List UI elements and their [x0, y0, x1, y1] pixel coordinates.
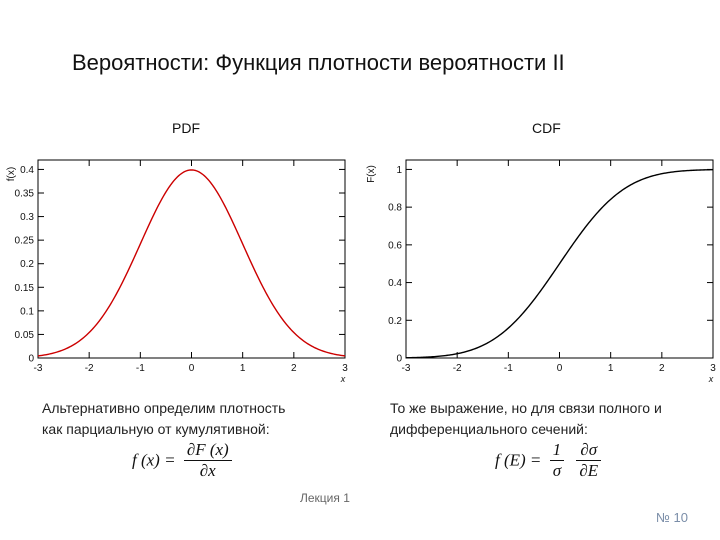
y-tick-label: 0.35 [15, 189, 35, 200]
cdf-chart: -3 -2 -1 0 1 2 3 0 0.2 0.4 0.6 0.8 1 x F(x) [366, 159, 716, 384]
x-tick-label: 0 [557, 363, 563, 374]
pdf-heading: PDF [172, 120, 200, 136]
y-tick-label: 0.15 [15, 283, 35, 294]
x-tick-label: -1 [136, 363, 145, 374]
y-tick-label: 0 [396, 354, 402, 365]
x-tick-label: 3 [342, 363, 348, 374]
y-tick-label: 0 [28, 354, 34, 365]
plot-frame [405, 159, 714, 359]
x-tick-label: 2 [291, 363, 297, 374]
x-tick-label: -3 [402, 363, 411, 374]
y-tick-label: 0.25 [15, 236, 35, 247]
y-tick-label: 0.4 [20, 165, 34, 176]
formula-denominator: σ [552, 461, 562, 480]
y-tick-label: 0.05 [15, 330, 35, 341]
pdf-description-line: как парциальную от кумулятивной: [42, 421, 270, 437]
formula-numerator: ∂σ [576, 440, 602, 461]
x-tick-label: -1 [504, 363, 513, 374]
y-tick-label: 0.4 [388, 278, 402, 289]
slide-title: Вероятности: Функция плотности вероятнос… [72, 50, 565, 75]
series-line [405, 168, 714, 359]
cdf-description: То же выражение, но для связи полного и … [390, 398, 662, 440]
y-tick-label: 0.2 [388, 316, 402, 327]
cdf-heading: CDF [532, 120, 561, 136]
y-tick-label: 0.6 [388, 240, 402, 251]
x-tick-label: 1 [240, 363, 246, 374]
formula-fraction: 1 σ [549, 440, 565, 481]
pdf-chart: -3 -2 -1 0 1 2 3 0 0.05 0.1 0.15 0.2 0.25 0.3 0.35 0.4 x… [6, 159, 348, 384]
x-tick-label: 3 [710, 363, 716, 374]
plot-frame [37, 159, 346, 359]
pdf-description-line: Альтернативно определим плотность [42, 400, 286, 416]
x-tick-label: -2 [85, 363, 94, 374]
y-tick-label: 0.8 [388, 203, 402, 214]
formula-fraction: ∂F (x) ∂x [183, 440, 232, 481]
formula-numerator: ∂F (x) [183, 440, 232, 461]
footer-lecture: Лекция 1 [300, 491, 350, 505]
y-axis-label: f(x) [6, 167, 17, 181]
y-tick-label: 0.2 [20, 259, 34, 270]
cdf-formula: f (E) = 1 σ ∂σ ∂E [495, 440, 605, 484]
y-tick-label: 1 [396, 165, 402, 176]
series-line [37, 169, 346, 357]
pdf-description: Альтернативно определим плотность как па… [42, 398, 285, 440]
x-tick-label: 0 [189, 363, 195, 374]
x-axis-label: x [340, 374, 346, 384]
formula-denominator: ∂x [199, 461, 216, 480]
formula-lhs: f (x) = [132, 450, 176, 470]
x-tick-label: -3 [34, 363, 43, 374]
x-tick-label: 1 [608, 363, 614, 374]
formula-numerator: 1 [549, 440, 565, 461]
cdf-description-line: дифференциального сечений: [390, 421, 588, 437]
formula-denominator: ∂E [579, 461, 599, 480]
y-tick-label: 0.1 [20, 306, 34, 317]
formula-lhs: f (E) = [495, 450, 542, 470]
cdf-description-line: То же выражение, но для связи полного и [390, 400, 662, 416]
y-axis-label: F(x) [366, 165, 377, 183]
pdf-formula: f (x) = ∂F (x) ∂x [132, 440, 236, 484]
x-axis-label: x [708, 374, 714, 384]
formula-fraction: ∂σ ∂E [576, 440, 602, 481]
x-tick-label: -2 [453, 363, 462, 374]
x-tick-label: 2 [659, 363, 665, 374]
page-number: № 10 [656, 510, 689, 525]
y-tick-label: 0.3 [20, 212, 34, 223]
